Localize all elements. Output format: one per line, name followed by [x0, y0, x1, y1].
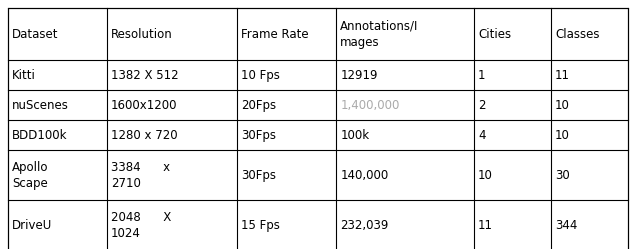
Text: 344: 344 — [555, 219, 577, 232]
Text: 10: 10 — [478, 169, 493, 182]
Text: 4: 4 — [478, 128, 486, 141]
Text: 3384      x
2710: 3384 x 2710 — [111, 161, 170, 189]
Text: 15 Fps: 15 Fps — [241, 219, 280, 232]
Text: Resolution: Resolution — [111, 27, 173, 41]
Text: 2: 2 — [478, 99, 486, 112]
Text: 30Fps: 30Fps — [241, 169, 276, 182]
Text: 10: 10 — [555, 128, 570, 141]
Text: 1382 X 512: 1382 X 512 — [111, 68, 179, 81]
Text: 1: 1 — [478, 68, 486, 81]
Text: 232,039: 232,039 — [340, 219, 388, 232]
Text: 1,400,000: 1,400,000 — [340, 99, 400, 112]
Text: Kitti: Kitti — [12, 68, 36, 81]
Text: 12919: 12919 — [340, 68, 378, 81]
Text: DriveU: DriveU — [12, 219, 52, 232]
Text: Apollo
Scape: Apollo Scape — [12, 161, 49, 189]
Text: 11: 11 — [478, 219, 493, 232]
Text: 30Fps: 30Fps — [241, 128, 276, 141]
Text: Dataset: Dataset — [12, 27, 58, 41]
Text: 140,000: 140,000 — [340, 169, 388, 182]
Text: 11: 11 — [555, 68, 570, 81]
Text: 1280 x 720: 1280 x 720 — [111, 128, 177, 141]
Text: 1600x1200: 1600x1200 — [111, 99, 177, 112]
Text: 30: 30 — [555, 169, 570, 182]
Text: Classes: Classes — [555, 27, 600, 41]
Text: Annotations/I
mages: Annotations/I mages — [340, 19, 419, 49]
Text: nuScenes: nuScenes — [12, 99, 69, 112]
Text: 10: 10 — [555, 99, 570, 112]
Text: 2048      X
1024: 2048 X 1024 — [111, 210, 171, 240]
Text: 10 Fps: 10 Fps — [241, 68, 280, 81]
Text: BDD100k: BDD100k — [12, 128, 67, 141]
Text: Frame Rate: Frame Rate — [241, 27, 309, 41]
Text: 100k: 100k — [340, 128, 369, 141]
Text: 20Fps: 20Fps — [241, 99, 276, 112]
Text: Cities: Cities — [478, 27, 511, 41]
